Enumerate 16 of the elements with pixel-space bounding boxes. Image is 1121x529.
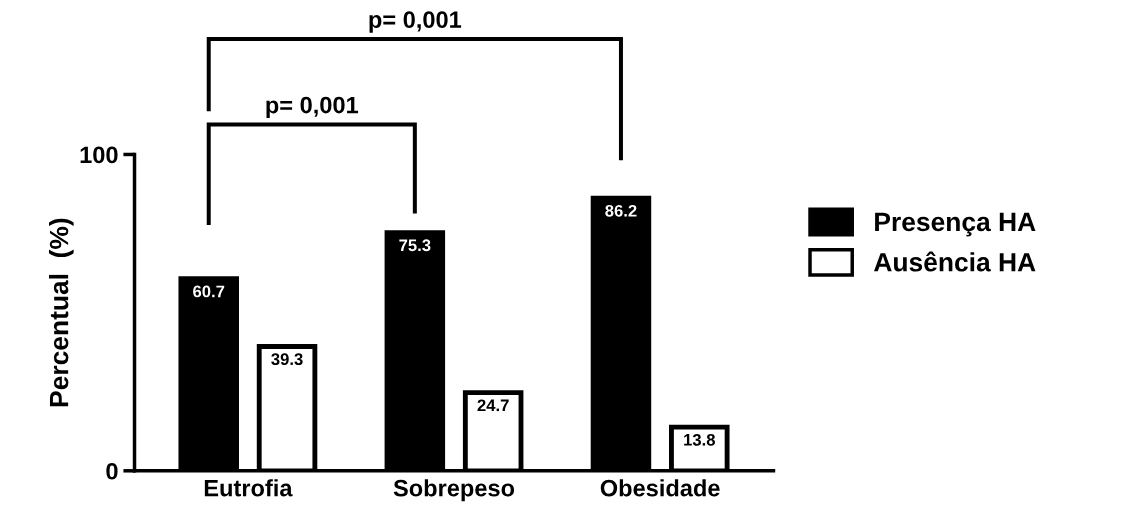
legend-label: Ausência HA — [874, 251, 1036, 272]
x-tick-label: Sobrepeso — [393, 479, 515, 502]
y-tick-label: 100 — [80, 146, 118, 164]
data-label: 39.3 — [271, 353, 303, 366]
text: p= 0,001 — [369, 11, 462, 33]
y-axis-title: Percentual (%) — [49, 218, 74, 407]
x-tick-label: Obesidade — [600, 479, 720, 497]
text: p= 0,001 — [266, 96, 359, 119]
data-label: 24.7 — [477, 399, 509, 412]
data-label: 75.3 — [399, 239, 431, 252]
y-tick-label: 0 — [106, 462, 118, 480]
data-label: 60.7 — [193, 285, 225, 298]
x-tick-label: Eutrofia — [204, 479, 293, 497]
data-label: 86.2 — [605, 204, 637, 217]
legend-label: Presença HA — [875, 212, 1036, 237]
data-label: 13.8 — [684, 433, 715, 446]
